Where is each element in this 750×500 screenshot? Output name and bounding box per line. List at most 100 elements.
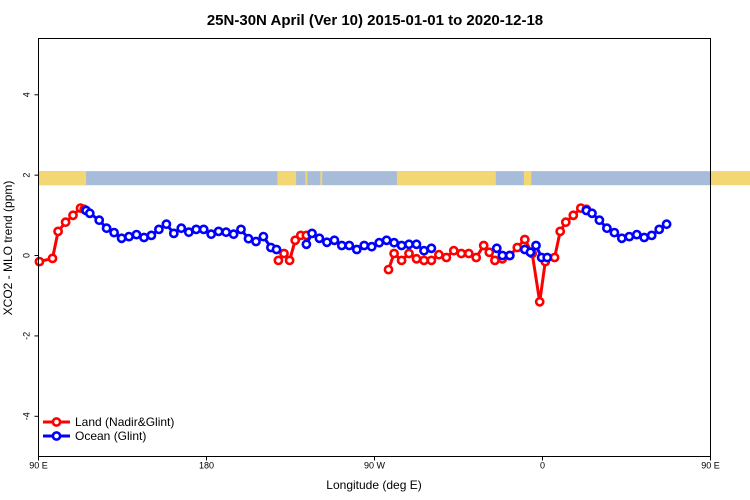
series-layer bbox=[34, 203, 672, 307]
data-point bbox=[153, 224, 164, 235]
land-strip-segment bbox=[523, 171, 532, 186]
y-axis-label: XCO2 - MLO trend (ppm) bbox=[1, 181, 15, 316]
y-tick-label: 4 bbox=[22, 92, 32, 97]
data-point bbox=[34, 256, 45, 267]
data-point bbox=[344, 240, 355, 251]
ocean-strip bbox=[38, 171, 711, 186]
data-point bbox=[426, 255, 437, 266]
data-point bbox=[389, 248, 399, 259]
legend-label: Ocean (Glint) bbox=[75, 429, 146, 443]
data-point bbox=[609, 227, 620, 238]
data-point bbox=[555, 226, 566, 237]
legend-item: Land (Nadir&Glint) bbox=[43, 415, 174, 429]
x-tick-label: 90 W bbox=[364, 461, 386, 471]
legend-label: Land (Nadir&Glint) bbox=[75, 415, 174, 429]
land-strip-segment bbox=[38, 171, 87, 186]
data-point bbox=[639, 232, 650, 243]
data-point bbox=[161, 219, 172, 230]
data-point bbox=[273, 255, 284, 266]
data-point bbox=[383, 264, 394, 275]
x-tick-label: 180 bbox=[199, 461, 214, 471]
land-strip-segment bbox=[320, 171, 323, 186]
data-point bbox=[68, 210, 78, 221]
x-tick-label: 0 bbox=[540, 461, 545, 471]
data-point bbox=[329, 235, 340, 246]
chart-title: 25N-30N April (Ver 10) 2015-01-01 to 202… bbox=[207, 12, 543, 29]
data-point bbox=[624, 231, 635, 242]
legend-item: Ocean (Glint) bbox=[43, 429, 146, 443]
data-point bbox=[411, 239, 422, 250]
data-point bbox=[489, 255, 500, 266]
data-point bbox=[236, 224, 246, 235]
y-tick-label: -2 bbox=[22, 332, 32, 340]
data-point bbox=[336, 240, 347, 251]
data-point bbox=[284, 255, 295, 266]
data-point bbox=[396, 240, 407, 251]
data-point bbox=[531, 240, 541, 251]
land-strip-segment bbox=[277, 171, 297, 186]
data-point bbox=[404, 248, 414, 259]
x-tick-label: 90 E bbox=[29, 461, 48, 471]
data-point bbox=[616, 233, 627, 244]
data-point bbox=[60, 217, 71, 228]
data-point bbox=[131, 229, 142, 240]
data-point bbox=[396, 255, 407, 266]
data-point bbox=[456, 248, 467, 259]
data-point bbox=[198, 224, 209, 235]
data-point bbox=[594, 215, 605, 226]
data-point bbox=[534, 296, 545, 307]
data-point bbox=[47, 253, 58, 264]
data-point bbox=[478, 240, 489, 251]
legend: Land (Nadir&Glint)Ocean (Glint) bbox=[43, 415, 174, 443]
legend-marker bbox=[51, 431, 62, 441]
data-point bbox=[146, 230, 157, 241]
series-1 bbox=[81, 205, 672, 263]
data-point bbox=[441, 252, 452, 263]
data-point bbox=[359, 240, 370, 251]
data-point bbox=[568, 210, 579, 221]
data-point bbox=[542, 252, 553, 263]
land-strip-segment bbox=[305, 171, 308, 186]
surface-strip bbox=[38, 171, 750, 186]
data-point bbox=[116, 233, 127, 244]
data-point bbox=[512, 242, 523, 253]
data-point bbox=[109, 227, 119, 238]
data-point bbox=[525, 247, 536, 258]
land-strip-segment bbox=[396, 171, 496, 186]
x-tick-label: 90 E bbox=[701, 461, 720, 471]
data-point bbox=[84, 208, 95, 219]
y-tick-label: -4 bbox=[22, 412, 32, 420]
data-point bbox=[433, 249, 444, 260]
data-point bbox=[251, 236, 261, 247]
data-point bbox=[279, 248, 289, 259]
legend-marker bbox=[51, 417, 62, 427]
data-point bbox=[389, 237, 399, 248]
data-point bbox=[321, 237, 332, 248]
data-point bbox=[381, 235, 392, 246]
data-point bbox=[504, 250, 515, 261]
x-axis-label: Longitude (deg E) bbox=[326, 478, 421, 492]
data-point bbox=[176, 223, 187, 234]
y-tick-label: 0 bbox=[22, 253, 32, 258]
data-point bbox=[602, 223, 612, 234]
data-point bbox=[221, 227, 231, 238]
data-point bbox=[519, 234, 530, 245]
data-point bbox=[654, 224, 665, 235]
data-point bbox=[471, 252, 482, 263]
data-point bbox=[243, 233, 254, 244]
data-point bbox=[314, 233, 325, 244]
data-point bbox=[366, 241, 377, 252]
data-point bbox=[463, 248, 474, 259]
data-point bbox=[426, 243, 437, 254]
data-point bbox=[646, 230, 657, 241]
data-point bbox=[290, 235, 301, 246]
data-point bbox=[258, 231, 269, 242]
data-point bbox=[411, 253, 422, 264]
data-point bbox=[191, 224, 202, 235]
data-point bbox=[484, 247, 495, 258]
land-strip-segment bbox=[710, 171, 750, 186]
x-axis: 90 E 180 90 W 0 90 E bbox=[29, 456, 720, 471]
data-point bbox=[560, 217, 571, 228]
data-point bbox=[587, 208, 597, 219]
